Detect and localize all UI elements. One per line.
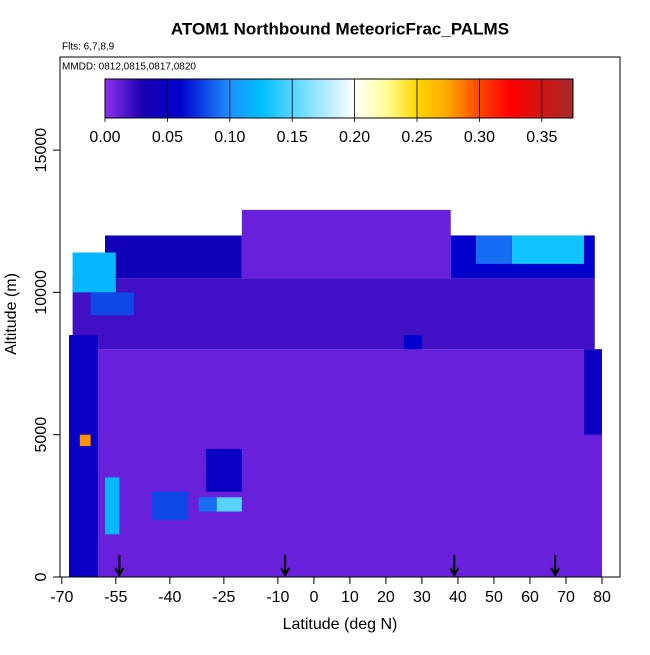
heat-cell bbox=[72, 349, 602, 577]
heat-cell bbox=[216, 497, 242, 512]
heat-cell bbox=[69, 335, 98, 577]
heat-cell bbox=[105, 235, 242, 279]
x-tick-label: 70 bbox=[557, 589, 575, 606]
x-tick-label: 0 bbox=[309, 589, 318, 606]
plot-frame bbox=[59, 56, 621, 578]
x-tick-label: 10 bbox=[341, 589, 359, 606]
colorbar-tick-label: 0.00 bbox=[89, 129, 120, 146]
colorbar-tick-label: 0.30 bbox=[464, 129, 495, 146]
heat-cell bbox=[583, 349, 602, 435]
heat-cell bbox=[72, 278, 595, 350]
x-tick-label: -55 bbox=[104, 589, 127, 606]
heat-cell bbox=[205, 448, 242, 492]
y-tick-label: 5000 bbox=[33, 417, 50, 453]
flight-arrow bbox=[449, 555, 460, 578]
x-tick-label: -25 bbox=[212, 589, 235, 606]
colorbar bbox=[104, 78, 574, 119]
heat-cell bbox=[403, 335, 422, 350]
chart-title: ATOM1 Northbound MeteoricFrac_PALMS bbox=[171, 19, 509, 38]
y-tick-label: 15000 bbox=[33, 128, 50, 173]
y-axis-label: Altitude (m) bbox=[3, 273, 20, 355]
x-tick-label: 60 bbox=[521, 589, 539, 606]
heat-cell bbox=[475, 235, 512, 264]
colorbar-tick-label: 0.10 bbox=[214, 129, 245, 146]
heat-cell bbox=[198, 497, 217, 512]
heat-cell bbox=[151, 491, 188, 521]
subtitle: Flts: 6,7,8,9 bbox=[62, 42, 115, 53]
flight-arrow bbox=[114, 555, 125, 578]
x-tick-label: 40 bbox=[449, 589, 467, 606]
x-tick-label: 50 bbox=[485, 589, 503, 606]
colorbar-tick-label: 0.15 bbox=[277, 129, 308, 146]
y-tick-label: 10000 bbox=[33, 270, 50, 315]
x-tick-label: -40 bbox=[158, 589, 181, 606]
colorbar-tick-label: 0.20 bbox=[339, 129, 370, 146]
heat-cell bbox=[90, 292, 134, 316]
heat-cell bbox=[79, 434, 91, 447]
flight-arrow bbox=[550, 555, 561, 578]
colorbar-tick-label: 0.35 bbox=[526, 129, 557, 146]
x-tick-label: -70 bbox=[50, 589, 73, 606]
x-tick-label: 80 bbox=[593, 589, 611, 606]
colorbar-tick-label: 0.25 bbox=[401, 129, 432, 146]
y-tick-label: 0 bbox=[33, 572, 50, 581]
annotation: MMDD: 0812,0815,0817,0820 bbox=[62, 62, 196, 73]
heat-cell bbox=[105, 477, 120, 535]
x-tick-label: 20 bbox=[377, 589, 395, 606]
heat-cell bbox=[511, 235, 584, 264]
colorbar-tick-label: 0.05 bbox=[152, 129, 183, 146]
heat-cell bbox=[241, 209, 451, 279]
x-axis-label: Latitude (deg N) bbox=[283, 616, 398, 633]
heat-cell bbox=[72, 252, 116, 293]
x-tick-label: 30 bbox=[413, 589, 431, 606]
x-tick-label: -10 bbox=[266, 589, 289, 606]
flight-arrow bbox=[280, 555, 290, 578]
